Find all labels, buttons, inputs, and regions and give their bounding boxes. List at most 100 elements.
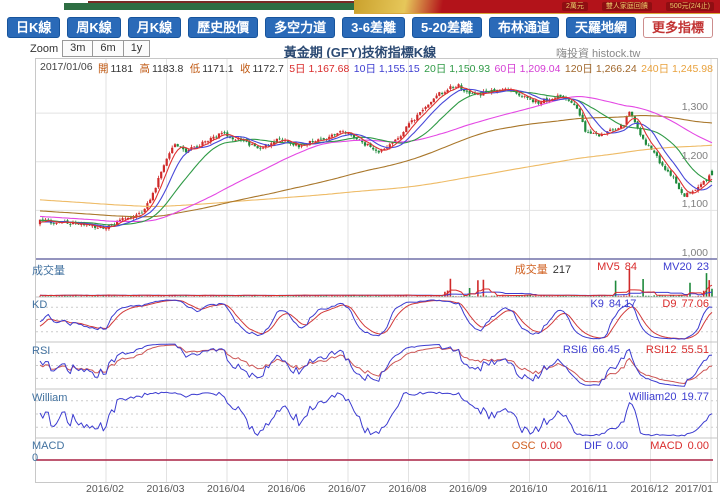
month-label-2016/10: 2016/10: [509, 483, 548, 495]
rsi-pane-label: RSI: [32, 345, 51, 357]
stat-DIF: DIF 0.00: [584, 440, 629, 452]
month-label-2016/09: 2016/09: [449, 483, 487, 495]
tab-bollinger-band[interactable]: 布林通道: [488, 17, 559, 38]
volume-stats: 成交量 217 MV5 84 MV20 23: [515, 261, 709, 277]
month-label-2016/08: 2016/08: [388, 483, 427, 495]
month-label-2016/02: 2016/02: [86, 483, 124, 495]
quote-ma-240日: 240日 1,245.98: [641, 63, 713, 75]
zoom-range-group: Zoom 3m 6m 1y: [30, 40, 151, 57]
stat-成交量: 成交量 217: [514, 264, 572, 276]
ma20-line: [39, 90, 713, 226]
stat-K9: K9 84.17: [590, 298, 637, 310]
zoom-label: Zoom: [30, 42, 59, 55]
zoom-3m-button[interactable]: 3m: [62, 40, 94, 57]
william-stats: William20 19.77: [629, 391, 709, 403]
kd-stats: K9 84.17 D9 77.06: [590, 298, 709, 310]
month-label-2016/11: 2016/11: [570, 483, 608, 495]
ma120-line: [39, 115, 713, 218]
x-axis-labels: 2016/02 2016/03 2016/04 2016/06 2016/07 2016/…: [0, 483, 720, 497]
quote-ma-10日: 10日 1,155.15: [353, 63, 420, 75]
ad-promo-text-2: 500元(2/4止): [665, 2, 714, 11]
quote-date: 2017/01/06: [40, 61, 93, 73]
zoom-6m-button[interactable]: 6m: [92, 40, 124, 57]
promo-ad-strip[interactable]: 2萬元 雙人家庭回饋 500元(2/4止): [354, 0, 720, 14]
tab-daily-k[interactable]: 日K線: [6, 17, 61, 38]
stat-RSI12: RSI12 55.51: [645, 344, 709, 356]
chart-canvas: [36, 59, 717, 482]
tab-monthly-k[interactable]: 月K線: [127, 17, 182, 38]
zoom-1y-button[interactable]: 1y: [122, 40, 151, 57]
stat-MV20: MV20 23: [663, 261, 709, 273]
candle-wicks-up: [39, 83, 710, 232]
kd-pane-label: KD: [32, 299, 48, 311]
ad-promo-text-0: 2萬元: [562, 2, 588, 11]
ma10-line: [39, 88, 713, 228]
tab-sky-net[interactable]: 天羅地網: [566, 17, 637, 38]
quote-close: 收 1172.7: [239, 63, 284, 75]
william20-line: [39, 391, 713, 437]
month-label-2016/07: 2016/07: [328, 483, 366, 495]
oscillator-reference-lines: [36, 306, 717, 428]
quote-ma-60日: 60日 1,209.04: [494, 63, 561, 75]
tab-long-short-power[interactable]: 多空力道: [265, 17, 336, 38]
pane-separators: [36, 296, 717, 439]
banner-maroon-stripe: [88, 1, 354, 3]
macd-pane-label: MACD: [32, 440, 65, 452]
quote-info-row: 2017/01/06 開 1181 高 1183.8 低 1171.1 收 1172.7 5日 1…: [40, 61, 713, 76]
ma5-line: [39, 86, 713, 229]
tab-more-indicators[interactable]: 更多指標: [643, 17, 714, 38]
macd-stats: OSC 0.00 DIF 0.00 MACD 0.00: [512, 440, 709, 452]
price-axis-label: 1,000: [681, 247, 708, 259]
month-label-2016/04: 2016/04: [207, 483, 245, 495]
k9-line: [39, 299, 713, 340]
tab-5-20-bias[interactable]: 5-20差離: [411, 17, 482, 38]
quote-ma-20日: 20日 1,150.93: [424, 63, 491, 75]
tab-weekly-k[interactable]: 周K線: [67, 17, 121, 38]
banner-green-stripe: [64, 3, 354, 10]
indicator-tabs: 日K線 周K線 月K線 歷史股價 多空力道 3-6差離 5-20差離 布林通道 天羅地網 更多指標: [0, 17, 720, 38]
candle-bodies-down: [41, 85, 714, 229]
stat-William20: William20 19.77: [628, 391, 709, 403]
candle-wicks-down: [42, 83, 713, 230]
quote-high: 高 1183.8: [139, 63, 184, 75]
stat-OSC: OSC 0.00: [511, 440, 563, 452]
stat-MV5: MV5 84: [597, 261, 637, 273]
macd-zero-label: 0: [32, 452, 39, 464]
price-gridlines: [36, 112, 717, 211]
ma240-line: [39, 144, 713, 207]
mv5-line: [39, 284, 713, 297]
site-credit[interactable]: 嗨投資 histock.tw: [556, 48, 641, 60]
volume-bars-down: [42, 273, 713, 297]
month-label-2016/06: 2016/06: [267, 483, 306, 495]
volume-pane-label: 成交量: [32, 265, 65, 277]
month-label-2016/12: 2016/12: [630, 483, 669, 495]
rsi-stats: RSI6 66.45 RSI12 55.51: [563, 344, 709, 356]
rsi6-line: [39, 343, 713, 387]
tab-3-6-bias[interactable]: 3-6差離: [342, 17, 405, 38]
chart-frame: 2017/01/06 開 1181 高 1183.8 低 1171.1 收 1172.7 5日 1…: [32, 58, 718, 483]
quote-ma-5日: 5日 1,167.68: [289, 63, 350, 75]
quote-ma-120日: 120日 1,266.24: [564, 63, 637, 75]
quote-low: 低 1171.1: [189, 63, 234, 75]
volume-bars-up: [39, 269, 710, 297]
stat-MACD: MACD 0.00: [650, 440, 709, 452]
d9-line: [39, 299, 713, 340]
month-gridlines: [105, 59, 712, 482]
month-label-2016/03: 2016/03: [146, 483, 185, 495]
ma60-line: [39, 95, 713, 223]
month-label-2017/01: 2017/01: [675, 483, 713, 495]
william-pane-label: William: [32, 392, 68, 404]
price-axis-label: 1,300: [681, 101, 708, 113]
quote-open: 開 1181: [97, 63, 134, 75]
ad-promo-text-1: 雙人家庭回饋: [601, 2, 652, 11]
ad-promo-items: 2萬元 雙人家庭回饋 500元(2/4止): [454, 0, 714, 13]
stat-RSI6: RSI6 66.45: [562, 344, 620, 356]
rsi12-line: [39, 344, 713, 384]
ad-banner[interactable]: 2萬元 雙人家庭回饋 500元(2/4止): [0, 0, 720, 14]
ad-gold-swoosh: [354, 0, 446, 13]
price-axis-label: 1,100: [681, 198, 708, 210]
candle-bodies-up: [38, 84, 711, 230]
price-axis-label: 1,200: [681, 150, 708, 162]
tab-history-price[interactable]: 歷史股價: [188, 17, 259, 38]
